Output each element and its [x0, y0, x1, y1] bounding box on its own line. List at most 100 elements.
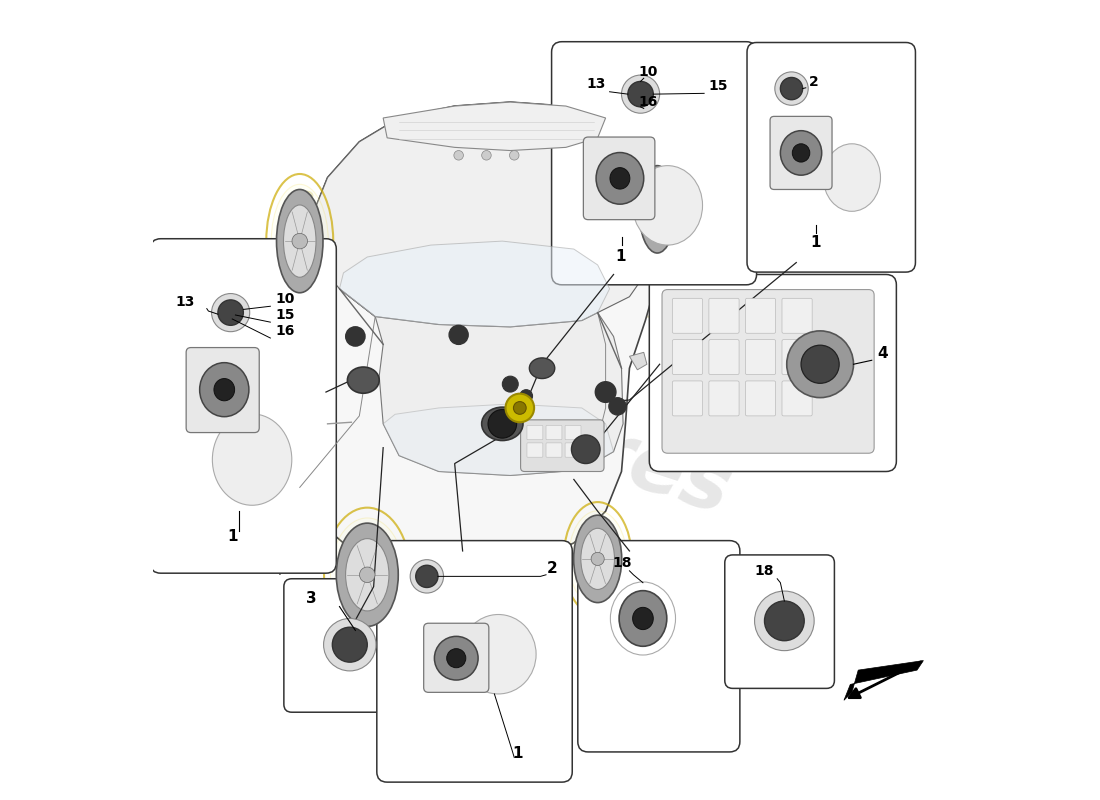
Ellipse shape — [610, 168, 630, 189]
Circle shape — [488, 410, 517, 438]
FancyBboxPatch shape — [708, 381, 739, 416]
FancyBboxPatch shape — [551, 42, 757, 285]
Ellipse shape — [284, 205, 316, 278]
Ellipse shape — [581, 528, 615, 590]
Ellipse shape — [596, 153, 644, 204]
Ellipse shape — [276, 190, 323, 293]
FancyBboxPatch shape — [782, 340, 812, 374]
Ellipse shape — [569, 511, 627, 607]
Ellipse shape — [214, 378, 234, 401]
FancyBboxPatch shape — [672, 298, 703, 334]
Polygon shape — [340, 289, 623, 475]
FancyBboxPatch shape — [377, 541, 572, 782]
Circle shape — [514, 402, 526, 414]
Circle shape — [449, 326, 469, 344]
Ellipse shape — [272, 184, 328, 298]
Circle shape — [608, 398, 626, 415]
FancyBboxPatch shape — [565, 426, 581, 440]
Polygon shape — [383, 102, 606, 150]
Text: 18: 18 — [755, 564, 773, 578]
FancyBboxPatch shape — [662, 290, 874, 454]
Circle shape — [482, 150, 492, 160]
Ellipse shape — [529, 358, 554, 378]
Ellipse shape — [434, 636, 478, 680]
FancyBboxPatch shape — [747, 42, 915, 272]
Circle shape — [503, 376, 518, 392]
Ellipse shape — [780, 130, 822, 175]
FancyBboxPatch shape — [672, 381, 703, 416]
Circle shape — [323, 618, 376, 671]
Circle shape — [218, 300, 243, 326]
Circle shape — [801, 345, 839, 383]
Text: 2: 2 — [808, 75, 818, 89]
FancyBboxPatch shape — [708, 340, 739, 374]
FancyBboxPatch shape — [546, 426, 562, 440]
Circle shape — [416, 566, 438, 587]
Ellipse shape — [461, 614, 536, 694]
FancyBboxPatch shape — [565, 443, 581, 458]
Ellipse shape — [345, 538, 389, 611]
Ellipse shape — [823, 144, 880, 211]
Circle shape — [786, 331, 854, 398]
Ellipse shape — [645, 178, 670, 240]
Circle shape — [506, 394, 535, 422]
Text: 15: 15 — [276, 308, 296, 322]
Circle shape — [360, 567, 375, 582]
Text: 16: 16 — [276, 324, 295, 338]
Circle shape — [572, 435, 601, 463]
Ellipse shape — [212, 414, 292, 506]
Ellipse shape — [619, 590, 667, 646]
FancyBboxPatch shape — [578, 541, 740, 752]
Text: eurospares: eurospares — [232, 300, 740, 532]
Text: 1: 1 — [615, 249, 626, 264]
Ellipse shape — [639, 166, 675, 253]
Polygon shape — [340, 241, 609, 327]
Text: 16: 16 — [638, 95, 658, 109]
Circle shape — [332, 627, 367, 662]
Text: 2: 2 — [547, 561, 558, 576]
FancyBboxPatch shape — [186, 347, 260, 433]
Text: 15: 15 — [708, 79, 728, 93]
Polygon shape — [629, 352, 647, 370]
FancyBboxPatch shape — [527, 443, 543, 458]
Text: 10: 10 — [276, 292, 295, 306]
FancyBboxPatch shape — [649, 274, 896, 471]
Ellipse shape — [482, 407, 522, 441]
Circle shape — [628, 82, 653, 107]
FancyBboxPatch shape — [782, 381, 812, 416]
Circle shape — [780, 78, 803, 100]
Circle shape — [651, 202, 663, 216]
FancyBboxPatch shape — [708, 298, 739, 334]
Circle shape — [755, 591, 814, 650]
Circle shape — [774, 72, 808, 106]
Circle shape — [764, 601, 804, 641]
Ellipse shape — [632, 607, 653, 630]
Circle shape — [591, 552, 604, 566]
Ellipse shape — [635, 162, 680, 258]
Circle shape — [211, 294, 250, 332]
FancyBboxPatch shape — [151, 238, 337, 573]
FancyBboxPatch shape — [284, 578, 394, 712]
Ellipse shape — [447, 649, 465, 668]
Text: 4: 4 — [878, 346, 888, 361]
Circle shape — [454, 150, 463, 160]
Ellipse shape — [632, 166, 703, 245]
Text: 1: 1 — [227, 529, 238, 544]
FancyBboxPatch shape — [746, 381, 776, 416]
Text: 10: 10 — [638, 65, 658, 79]
Text: 13: 13 — [175, 295, 195, 310]
Polygon shape — [844, 661, 923, 700]
Text: 3: 3 — [306, 590, 317, 606]
Circle shape — [292, 234, 308, 249]
Ellipse shape — [792, 144, 810, 162]
FancyBboxPatch shape — [746, 340, 776, 374]
Text: 1: 1 — [513, 746, 524, 761]
Ellipse shape — [573, 515, 622, 602]
FancyBboxPatch shape — [782, 298, 812, 334]
Circle shape — [621, 75, 660, 114]
Ellipse shape — [337, 523, 398, 626]
Circle shape — [410, 560, 443, 593]
Circle shape — [509, 150, 519, 160]
FancyBboxPatch shape — [583, 137, 654, 220]
FancyBboxPatch shape — [672, 340, 703, 374]
